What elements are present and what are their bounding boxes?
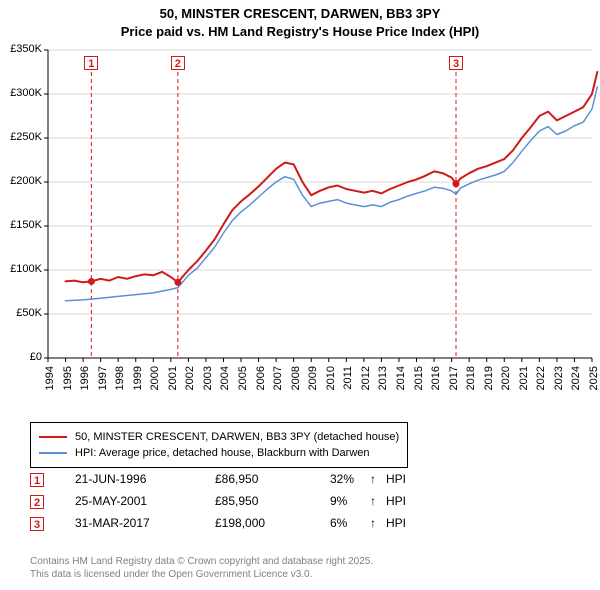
y-axis-tick-label: £300K [0, 87, 42, 99]
x-axis-tick-label: 1995 [62, 366, 74, 406]
y-axis-tick-label: £350K [0, 43, 42, 55]
y-axis-tick-label: £250K [0, 131, 42, 143]
sales-row-date: 25-MAY-2001 [75, 494, 147, 508]
x-axis-tick-label: 2021 [518, 366, 530, 406]
x-axis-tick-label: 2002 [184, 366, 196, 406]
x-axis-tick-label: 2015 [413, 366, 425, 406]
x-axis-tick-label: 2010 [325, 366, 337, 406]
x-axis-tick-label: 2005 [237, 366, 249, 406]
legend-item: HPI: Average price, detached house, Blac… [39, 445, 399, 461]
x-axis-tick-label: 2018 [465, 366, 477, 406]
sales-row-hpi-label: HPI [386, 516, 406, 530]
x-axis-tick-label: 2024 [570, 366, 582, 406]
chart-legend: 50, MINSTER CRESCENT, DARWEN, BB3 3PY (d… [30, 422, 408, 468]
sale-marker-2: 2 [171, 56, 185, 70]
sales-row-hpi-label: HPI [386, 494, 406, 508]
sale-marker-1: 1 [84, 56, 98, 70]
x-axis-tick-label: 2000 [149, 366, 161, 406]
sales-table-row: 3 31-MAR-2017 £198,000 6% ↑ HPI [30, 516, 570, 534]
x-axis-tick-label: 2016 [430, 366, 442, 406]
y-axis-tick-label: £0 [0, 351, 42, 363]
x-axis-tick-label: 2019 [483, 366, 495, 406]
x-axis-tick-label: 2014 [395, 366, 407, 406]
x-axis-tick-label: 2001 [167, 366, 179, 406]
sales-table-row: 1 21-JUN-1996 £86,950 32% ↑ HPI [30, 472, 570, 490]
legend-swatch [39, 436, 67, 438]
x-axis-tick-label: 1998 [114, 366, 126, 406]
footer-licence: This data is licensed under the Open Gov… [30, 569, 312, 580]
legend-item: 50, MINSTER CRESCENT, DARWEN, BB3 3PY (d… [39, 429, 399, 445]
y-axis-tick-label: £100K [0, 263, 42, 275]
y-axis-tick-label: £150K [0, 219, 42, 231]
x-axis-tick-label: 2004 [219, 366, 231, 406]
x-axis-tick-label: 2022 [535, 366, 547, 406]
x-axis-tick-label: 1999 [132, 366, 144, 406]
sales-row-hpi-label: HPI [386, 472, 406, 486]
sales-row-price: £85,950 [215, 494, 258, 508]
sales-row-pct: 9% [330, 494, 347, 508]
x-axis-tick-label: 2020 [500, 366, 512, 406]
x-axis-tick-label: 2013 [377, 366, 389, 406]
footer-copyright: Contains HM Land Registry data © Crown c… [30, 556, 373, 567]
legend-swatch [39, 452, 67, 454]
x-axis-tick-label: 2007 [272, 366, 284, 406]
sales-row-pct: 6% [330, 516, 347, 530]
sales-table-row: 2 25-MAY-2001 £85,950 9% ↑ HPI [30, 494, 570, 512]
x-axis-tick-label: 2008 [290, 366, 302, 406]
x-axis-tick-label: 2006 [255, 366, 267, 406]
sales-row-price: £86,950 [215, 472, 258, 486]
sale-marker-3: 3 [449, 56, 463, 70]
x-axis-tick-label: 2012 [360, 366, 372, 406]
sales-row-date: 21-JUN-1996 [75, 472, 146, 486]
x-axis-tick-label: 2009 [307, 366, 319, 406]
x-axis-tick-label: 2025 [588, 366, 600, 406]
y-axis-tick-label: £200K [0, 175, 42, 187]
sales-row-marker: 3 [30, 517, 44, 531]
x-axis-tick-label: 2023 [553, 366, 565, 406]
x-axis-tick-label: 1994 [44, 366, 56, 406]
sales-row-pct: 32% [330, 472, 354, 486]
up-arrow-icon: ↑ [370, 494, 376, 508]
x-axis-tick-label: 2011 [342, 366, 354, 406]
x-axis-tick-label: 1996 [79, 366, 91, 406]
sales-row-marker: 1 [30, 473, 44, 487]
x-axis-tick-label: 2017 [448, 366, 460, 406]
sales-row-date: 31-MAR-2017 [75, 516, 150, 530]
sales-row-price: £198,000 [215, 516, 265, 530]
x-axis-tick-label: 2003 [202, 366, 214, 406]
sales-row-marker: 2 [30, 495, 44, 509]
up-arrow-icon: ↑ [370, 472, 376, 486]
legend-label: HPI: Average price, detached house, Blac… [75, 447, 370, 459]
x-axis-tick-label: 1997 [97, 366, 109, 406]
legend-label: 50, MINSTER CRESCENT, DARWEN, BB3 3PY (d… [75, 431, 399, 443]
y-axis-tick-label: £50K [0, 307, 42, 319]
up-arrow-icon: ↑ [370, 516, 376, 530]
